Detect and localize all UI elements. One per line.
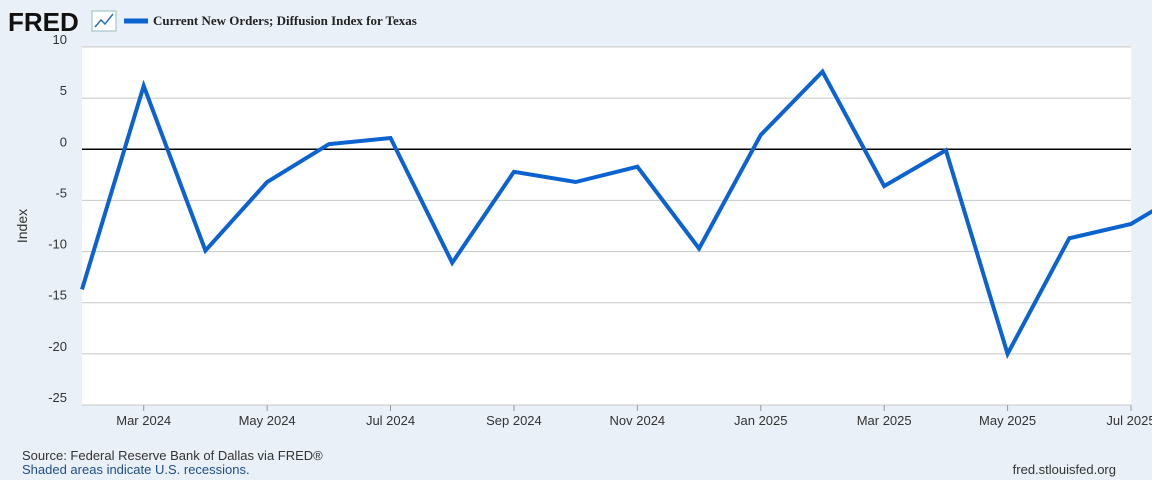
x-tick-label: Mar 2024 [116, 413, 171, 428]
logo-icon-box [91, 10, 117, 32]
x-tick-label: Jul 2024 [366, 413, 415, 428]
x-tick-label: Nov 2024 [610, 413, 666, 428]
x-tick-label: Jan 2025 [734, 413, 788, 428]
url[interactable]: fred.stlouisfed.org [1013, 462, 1116, 477]
logo-icon-line [94, 13, 114, 28]
y-tick-label: -5 [55, 185, 67, 200]
legend-label: Current New Orders; Diffusion Index for … [153, 13, 417, 28]
x-tick-label: May 2025 [979, 413, 1036, 428]
x-tick-label: Jul 2025 [1106, 413, 1152, 428]
y-tick-label: -10 [48, 237, 67, 252]
source: Source: Federal Reserve Bank of Dallas v… [22, 448, 323, 463]
x-tick-label: May 2024 [239, 413, 296, 428]
x-tick-label: Sep 2024 [486, 413, 542, 428]
y-tick-label: 10 [53, 32, 67, 47]
y-axis-label: Index [14, 209, 30, 243]
recession-note[interactable]: Shaded areas indicate U.S. recessions. [22, 462, 250, 477]
plot-area [82, 47, 1131, 405]
y-tick-label: 0 [60, 134, 67, 149]
y-tick-label: -15 [48, 288, 67, 303]
y-tick-label: 5 [60, 83, 67, 98]
x-tick-label: Mar 2025 [857, 413, 912, 428]
y-tick-label: -20 [48, 339, 67, 354]
y-tick-label: -25 [48, 390, 67, 405]
logo: FRED [8, 7, 79, 37]
series-line [80, 68, 1152, 360]
logo-icon [91, 10, 117, 32]
